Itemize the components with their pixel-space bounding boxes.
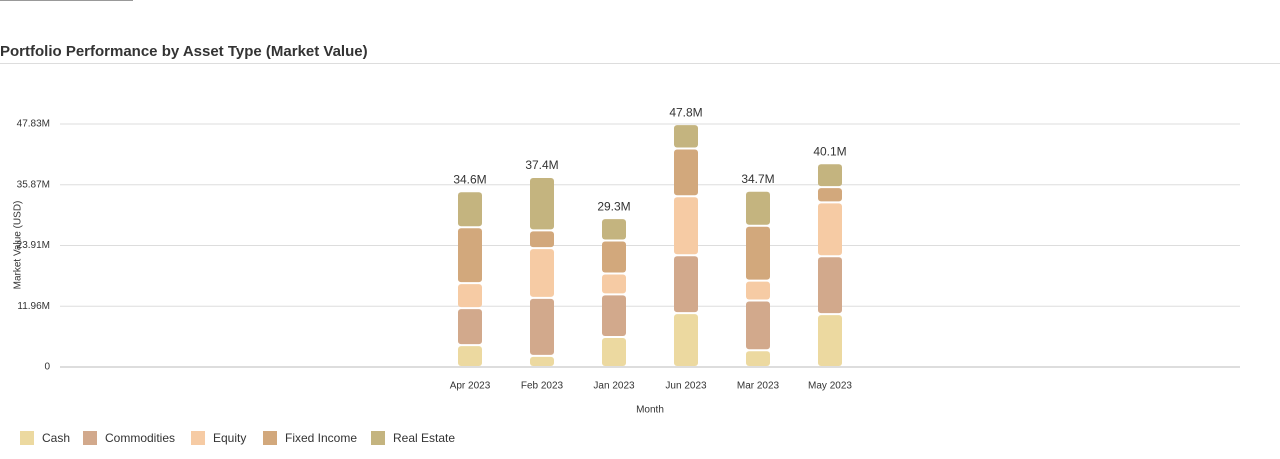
total-label: 47.8M bbox=[669, 105, 702, 119]
bar-segment bbox=[818, 315, 842, 366]
bar-segment bbox=[746, 301, 770, 350]
x-tick-label: Apr 2023 bbox=[450, 381, 491, 392]
legend-label: Cash bbox=[42, 431, 70, 445]
y-tick-label: 23.91M bbox=[17, 240, 50, 251]
bar-segment bbox=[458, 284, 482, 308]
legend-swatch bbox=[20, 431, 34, 445]
legend-swatch bbox=[191, 431, 205, 445]
bar-segment bbox=[602, 338, 626, 366]
x-axis-title: Month bbox=[636, 405, 664, 416]
legend-label: Commodities bbox=[105, 431, 175, 445]
legend-label: Real Estate bbox=[393, 431, 455, 445]
x-tick-label: Feb 2023 bbox=[521, 381, 564, 392]
bar-segment bbox=[818, 203, 842, 256]
x-tick-label: Jan 2023 bbox=[593, 381, 635, 392]
bar-segment bbox=[674, 314, 698, 366]
bar-segment bbox=[746, 191, 770, 225]
bar-segment bbox=[458, 228, 482, 283]
total-label: 37.4M bbox=[525, 158, 558, 172]
total-label: 40.1M bbox=[813, 144, 846, 158]
bar-segment bbox=[458, 346, 482, 366]
x-tick-label: Mar 2023 bbox=[737, 381, 780, 392]
x-tick-label: May 2023 bbox=[808, 381, 852, 392]
bar-segment bbox=[530, 249, 554, 297]
total-label: 29.3M bbox=[597, 199, 630, 213]
bar-segment bbox=[530, 231, 554, 248]
bar-segment bbox=[530, 298, 554, 355]
bar-segment bbox=[674, 256, 698, 313]
bar-segment bbox=[674, 125, 698, 148]
y-tick-label: 35.87M bbox=[17, 179, 50, 190]
bar-segment bbox=[602, 274, 626, 294]
bar-segment bbox=[746, 351, 770, 366]
y-tick-label: 11.96M bbox=[17, 301, 50, 312]
bar-segment bbox=[746, 226, 770, 280]
bar-segment bbox=[746, 281, 770, 300]
legend-swatch bbox=[263, 431, 277, 445]
bar-segment bbox=[530, 177, 554, 230]
bar-segment bbox=[818, 257, 842, 314]
bar-segment bbox=[674, 149, 698, 196]
bar-segment bbox=[602, 241, 626, 273]
bar-segment bbox=[530, 356, 554, 366]
x-tick-label: Jun 2023 bbox=[665, 381, 707, 392]
bar-segment bbox=[818, 164, 842, 187]
legend-swatch bbox=[83, 431, 97, 445]
legend-swatch bbox=[371, 431, 385, 445]
bar-segment bbox=[458, 192, 482, 227]
legend-label: Fixed Income bbox=[285, 431, 357, 445]
legend-label: Equity bbox=[213, 431, 246, 445]
bar-segment bbox=[674, 197, 698, 255]
chart-title: Portfolio Performance by Asset Type (Mar… bbox=[0, 43, 368, 60]
bar-segment bbox=[818, 188, 842, 202]
y-tick-label: 47.83M bbox=[17, 119, 50, 130]
bar-segment bbox=[458, 309, 482, 345]
total-label: 34.6M bbox=[453, 172, 486, 186]
y-axis-title: Market Value (USD) bbox=[13, 201, 24, 290]
y-tick-label: 0 bbox=[44, 362, 50, 373]
bar-segment bbox=[602, 219, 626, 240]
total-label: 34.7M bbox=[741, 172, 774, 186]
bar-segment bbox=[602, 295, 626, 337]
